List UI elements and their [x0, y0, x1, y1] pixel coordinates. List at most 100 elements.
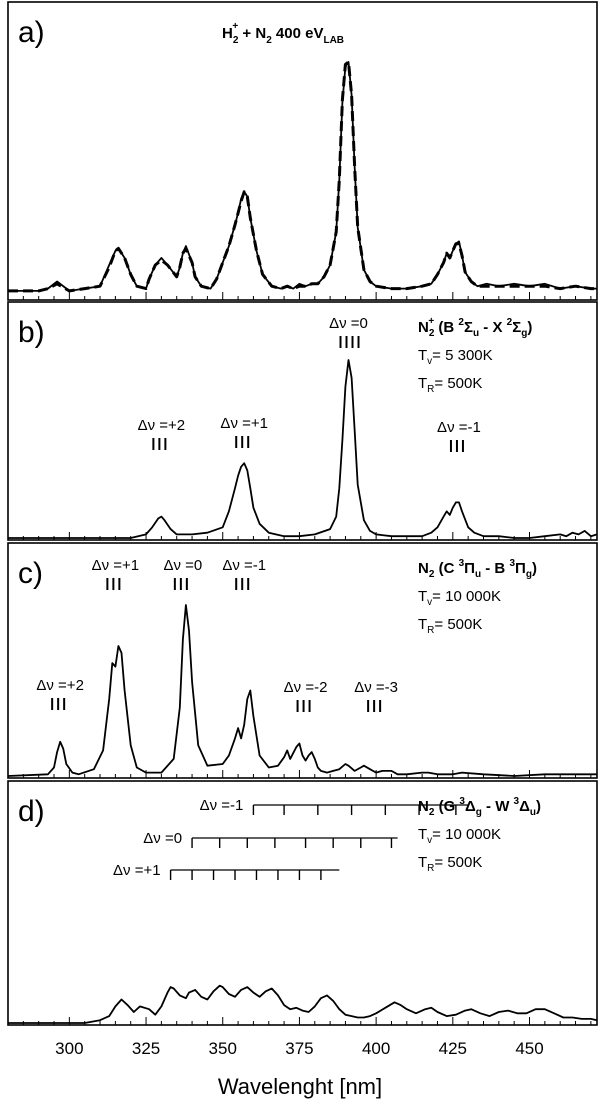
series-line-solid	[8, 359, 598, 539]
header-symbol: Σ	[464, 319, 473, 336]
header-sub: g	[526, 569, 532, 580]
panel-header: H2+ + N2 400 eVLAB	[222, 21, 344, 46]
progression-label: Δν =0	[143, 830, 182, 847]
header-text: = 10 000K	[432, 588, 501, 605]
header-text: N	[418, 798, 429, 815]
series-line-dashed	[8, 60, 597, 293]
header-sub: R	[427, 625, 434, 636]
band-label: Δν =0	[163, 557, 202, 574]
header-sub: 2	[266, 35, 272, 46]
header-text: (C	[434, 560, 458, 577]
series-line-solid	[8, 984, 598, 1024]
header-text: + N	[238, 25, 266, 42]
progression-label: Δν =+1	[113, 862, 161, 879]
tv-label: Tv= 10 000K	[418, 588, 501, 608]
header-sup: 3	[459, 796, 465, 807]
x-tick-label: 350	[209, 1039, 237, 1058]
header-sub: 2	[429, 328, 435, 339]
band-label: Δν =-2	[284, 679, 328, 696]
header-text: )	[527, 319, 532, 336]
band-label: Δν =-1	[437, 419, 481, 436]
header-sup: 3	[459, 558, 465, 569]
header-sup: 3	[509, 558, 515, 569]
header-symbol: Δ	[465, 798, 476, 815]
x-tick-label: 450	[515, 1039, 543, 1058]
panel-header: N2 (C 3Πu - B 3Πg)	[418, 558, 537, 580]
band-label: Δν =+1	[220, 415, 268, 432]
header-text: - W	[482, 798, 514, 815]
header-sub: v	[427, 835, 432, 846]
header-sub: 2	[233, 35, 239, 46]
panel-letter: d)	[18, 795, 45, 828]
header-symbol: Π	[515, 560, 526, 577]
header-text: N	[418, 560, 429, 577]
header-sup: 2	[458, 317, 464, 328]
band-label: Δν =-1	[222, 557, 266, 574]
header-text: T	[418, 588, 427, 605]
header-sub: LAB	[323, 35, 344, 46]
header-symbol: Δ	[519, 798, 530, 815]
header-text: T	[418, 826, 427, 843]
header-sub: u	[475, 569, 481, 580]
band-label: Δν =+1	[92, 557, 140, 574]
header-text: = 5 300K	[432, 347, 492, 364]
header-symbol: Π	[464, 560, 475, 577]
header-text: T	[418, 854, 427, 871]
header-text: (G	[434, 798, 459, 815]
header-text: 400 eV	[272, 25, 324, 42]
panel-frame	[7, 1, 598, 301]
header-sub: u	[530, 807, 536, 818]
header-symbol: Σ	[512, 319, 521, 336]
panel-letter: a)	[18, 16, 45, 49]
header-text: H	[222, 25, 233, 42]
header-sub: R	[427, 863, 434, 874]
band-label: Δν =+2	[36, 677, 84, 694]
header-text: = 500K	[434, 854, 482, 871]
panel-frames	[7, 1, 598, 1026]
header-sub: 2	[429, 807, 435, 818]
panel-frame	[7, 542, 598, 779]
header-sup: 2	[507, 317, 513, 328]
band-label: Δν =+2	[138, 417, 186, 434]
panel-a: a) H2+ + N2 400 eVLAB	[8, 16, 597, 293]
header-text: - B	[481, 560, 509, 577]
x-tick-label: 425	[439, 1039, 467, 1058]
header-text: (B	[434, 319, 458, 336]
header-sup: +	[428, 316, 434, 327]
tr-label: TR= 500K	[418, 375, 482, 395]
header-text: N	[418, 319, 429, 336]
progression-label: Δν =-1	[200, 797, 244, 814]
header-text: = 10 000K	[432, 826, 501, 843]
panel-frame	[7, 780, 598, 1026]
panel-header: N2 (G 3Δg - W 3Δu)	[418, 796, 541, 818]
header-sub: v	[427, 356, 432, 367]
panel-letter: b)	[18, 316, 45, 349]
header-text: T	[418, 616, 427, 633]
header-text: = 500K	[434, 375, 482, 392]
header-text: )	[536, 798, 541, 815]
header-sub: R	[427, 384, 434, 395]
x-tick-label: 400	[362, 1039, 390, 1058]
header-text: = 500K	[434, 616, 482, 633]
header-sup: +	[232, 21, 238, 32]
header-sub: g	[521, 328, 527, 339]
x-axis: 300 325 350 375 400 425 450 Wavelenght [nm]	[55, 1039, 544, 1099]
x-tick-label: 325	[132, 1039, 160, 1058]
band-label: Δν =-3	[354, 679, 398, 696]
band-label: Δν =0	[329, 315, 368, 332]
panel-header: N2+ (B 2Σu - X 2Σg)	[418, 316, 532, 339]
header-text: T	[418, 347, 427, 364]
panel-letter: c)	[18, 557, 43, 590]
header-sub: g	[476, 807, 482, 818]
tr-label: TR= 500K	[418, 616, 482, 636]
panel-frame	[7, 301, 598, 541]
header-sup: 3	[514, 796, 520, 807]
header-text: T	[418, 375, 427, 392]
x-axis-title: Wavelenght [nm]	[218, 1074, 382, 1099]
header-sub: 2	[429, 569, 435, 580]
tv-label: Tv= 10 000K	[418, 826, 501, 846]
